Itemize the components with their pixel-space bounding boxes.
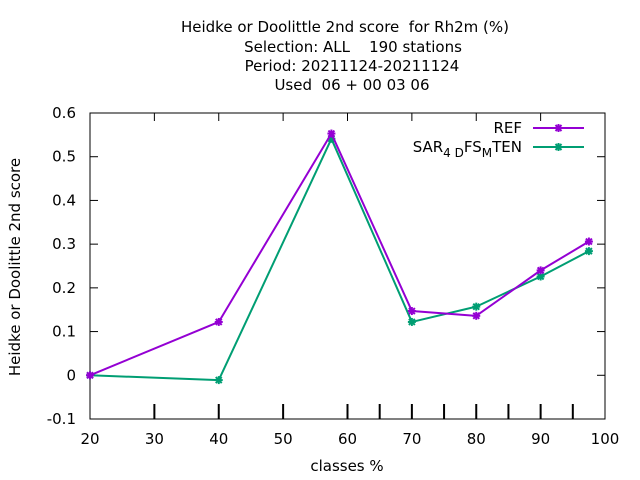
series-ref xyxy=(86,129,593,380)
data-point xyxy=(584,237,593,246)
legend-label-ref: REF xyxy=(493,119,522,137)
ticks: -0.1 0 0.1 0.2 0.3 0.4 0.5 0.6 20 30 40 50 60 70 80 90 1… xyxy=(47,104,620,448)
x-tick-label: 30 xyxy=(145,430,164,448)
data-point xyxy=(472,302,481,311)
x-tick-label: 70 xyxy=(402,430,421,448)
y-tick-label: 0.4 xyxy=(52,191,76,209)
data-point xyxy=(86,371,94,380)
y-tick-label: -0.1 xyxy=(47,410,76,428)
data-point xyxy=(214,376,223,385)
data-point xyxy=(536,266,545,275)
series-sar xyxy=(86,134,593,385)
data-point xyxy=(407,307,416,316)
y-tick-label: 0 xyxy=(66,366,76,384)
title-line-1: Heidke or Doolittle 2nd score for Rh2m (… xyxy=(181,18,509,36)
data-point xyxy=(536,272,545,281)
legend-label-sar: SAR4 DFSMTEN xyxy=(413,138,522,160)
x-tick-label: 40 xyxy=(209,430,228,448)
legend-label-sar-sub-b: M xyxy=(482,146,492,160)
legend-marker xyxy=(554,143,563,151)
data-point xyxy=(214,317,223,326)
data-point xyxy=(327,129,336,138)
title-line-3: Period: 20211124-20211124 xyxy=(245,57,460,75)
legend-label-sar-sub-a: 4 D xyxy=(443,146,464,160)
y-tick-label: 0.2 xyxy=(52,279,76,297)
data-point xyxy=(407,317,416,326)
series-line xyxy=(89,132,590,377)
x-axis-label: classes % xyxy=(310,457,383,475)
legend-label-sar-part-a: SAR xyxy=(413,138,443,156)
y-tick-label: 0.1 xyxy=(52,323,76,341)
series xyxy=(86,129,593,385)
x-tick-label: 90 xyxy=(531,430,550,448)
y-tick-label: 0.3 xyxy=(52,235,76,253)
data-point xyxy=(472,311,481,320)
y-tick-label: 0.5 xyxy=(52,148,76,166)
y-tick-label: 0.6 xyxy=(52,104,76,122)
chart-title: Heidke or Doolittle 2nd score for Rh2m (… xyxy=(181,18,509,94)
legend-marker xyxy=(554,124,563,132)
plot-frame xyxy=(89,112,606,420)
legend-label-sar-part-c: TEN xyxy=(491,138,522,156)
x-tick-label: 60 xyxy=(338,430,357,448)
legend: REF SAR4 DFSMTEN xyxy=(413,119,584,160)
data-point xyxy=(584,247,593,256)
legend-label-sar-part-b: FS xyxy=(464,138,482,156)
title-line-2: Selection: ALL 190 stations xyxy=(244,38,462,56)
x-tick-label: 20 xyxy=(80,430,99,448)
x-tick-label: 100 xyxy=(591,430,620,448)
y-axis-label: Heidke or Doolittle 2nd score xyxy=(6,158,24,376)
x-tick-label: 80 xyxy=(467,430,486,448)
x-tick-label: 50 xyxy=(274,430,293,448)
axes xyxy=(89,112,606,420)
title-line-4: Used 06 + 00 03 06 xyxy=(274,76,429,94)
